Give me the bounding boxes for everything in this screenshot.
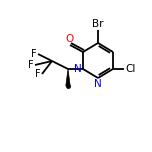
Text: O: O — [66, 34, 74, 44]
Text: N: N — [74, 64, 82, 74]
Text: N: N — [94, 79, 102, 89]
Text: F: F — [31, 49, 37, 59]
Text: Cl: Cl — [125, 64, 135, 74]
Polygon shape — [66, 69, 70, 86]
Text: F: F — [35, 69, 41, 79]
Text: F: F — [28, 60, 34, 70]
Text: Br: Br — [92, 19, 104, 29]
